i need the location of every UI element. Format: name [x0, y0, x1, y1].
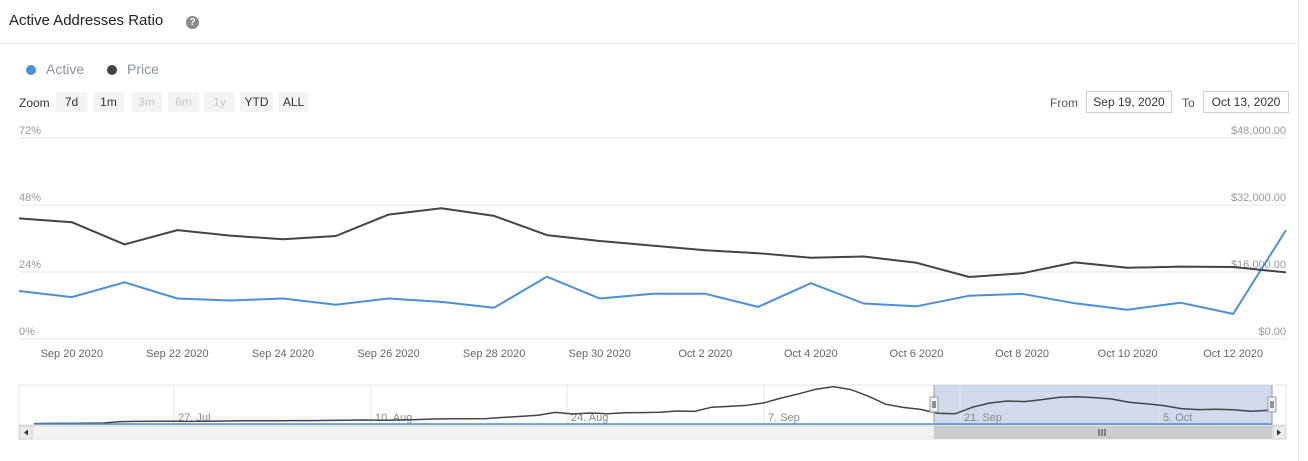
y-left-tick-label: 72%: [19, 125, 41, 137]
range-from-input[interactable]: Sep 19, 2020: [1086, 91, 1172, 113]
y-left-tick-label: 24%: [19, 259, 41, 271]
legend-item-active[interactable]: Active: [26, 61, 84, 77]
legend-dot-active: [26, 65, 36, 75]
x-tick-label: Oct 10 2020: [1098, 348, 1158, 360]
navigator-frame: [18, 384, 1287, 426]
x-tick-label: Sep 24 2020: [252, 348, 314, 360]
range-from-label: From: [1050, 96, 1078, 110]
x-tick-label: Oct 2 2020: [678, 348, 732, 360]
navigator-price-line: [33, 385, 1269, 425]
navigator-tick-label: 5. Oct: [1163, 412, 1192, 424]
legend-label-active: Active: [46, 61, 85, 77]
scrollbar-thumb[interactable]: [934, 426, 1272, 439]
zoom-7d-button[interactable]: 7d: [56, 92, 87, 112]
help-icon[interactable]: ?: [186, 16, 199, 29]
zoom-6m-button[interactable]: 6m: [168, 92, 199, 112]
navigator-tick-label: 7. Sep: [768, 412, 800, 424]
x-tick-label: Sep 22 2020: [146, 348, 208, 360]
zoom-label: Zoom: [19, 96, 50, 110]
x-tick-label: Oct 8 2020: [995, 348, 1049, 360]
zoom-ytd-button[interactable]: YTD: [240, 92, 273, 112]
navigator-tick-label: 21. Sep: [964, 412, 1002, 424]
chart-header: Active Addresses Ratio ?: [0, 0, 1297, 44]
navigator-right-handle[interactable]: [1267, 396, 1277, 413]
zoom-3m-button[interactable]: 3m: [131, 92, 162, 112]
chart-title: Active Addresses Ratio: [9, 12, 164, 29]
legend-label-price: Price: [127, 61, 159, 77]
y-right-tick-label: $48,000.00: [1231, 125, 1286, 137]
navigator-selection: [934, 385, 1272, 425]
legend-dot-price: [107, 65, 117, 75]
x-tick-label: Oct 6 2020: [890, 348, 944, 360]
legend-item-price[interactable]: Price: [107, 61, 159, 77]
y-left-tick-label: 0%: [19, 326, 35, 338]
zoom-all-button[interactable]: ALL: [278, 92, 309, 112]
y-right-tick-label: $32,000.00: [1231, 192, 1286, 204]
navigator-tick-label: 10. Aug: [375, 412, 412, 424]
x-tick-label: Sep 30 2020: [569, 348, 631, 360]
range-to-input[interactable]: Oct 13, 2020: [1203, 91, 1289, 113]
chevron-right-icon: [1277, 429, 1281, 436]
zoom-1y-button[interactable]: 1y: [204, 92, 235, 112]
zoom-1m-button[interactable]: 1m: [93, 92, 124, 112]
y-right-tick-label: $0.00: [1258, 326, 1286, 338]
range-to-label: To: [1182, 96, 1195, 110]
navigator-tick-label: 27. Jul: [178, 412, 210, 424]
series-line-active: [18, 229, 1287, 315]
x-tick-label: Sep 20 2020: [41, 348, 103, 360]
x-tick-label: Oct 4 2020: [784, 348, 838, 360]
navigator-left-handle[interactable]: [929, 396, 939, 413]
x-tick-label: Sep 26 2020: [357, 348, 419, 360]
y-left-tick-label: 48%: [19, 192, 41, 204]
navigator-tick-label: 24. Aug: [571, 412, 608, 424]
chevron-left-icon: [24, 429, 28, 436]
x-tick-label: Sep 28 2020: [463, 348, 525, 360]
series-line-price: [18, 207, 1287, 278]
x-tick-label: Oct 12 2020: [1203, 348, 1263, 360]
